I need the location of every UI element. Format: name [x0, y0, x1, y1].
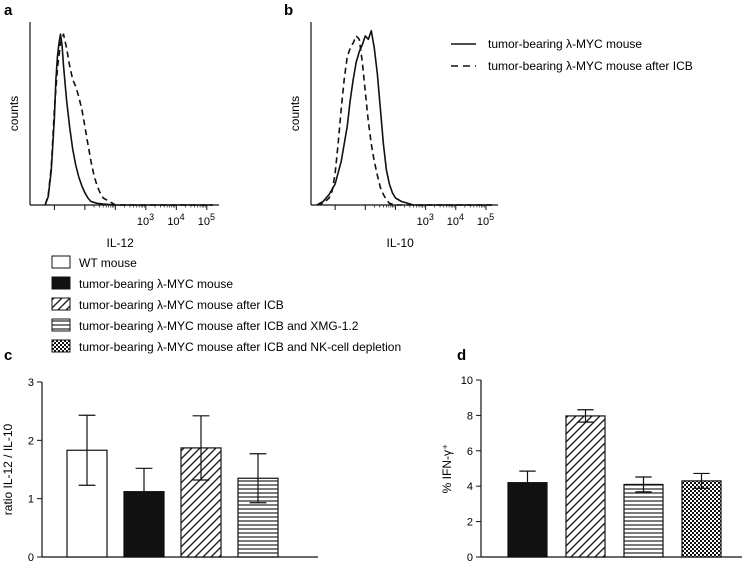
bar — [507, 482, 548, 558]
y-tick-label: 4 — [467, 481, 473, 493]
y-tick-label: 1 — [28, 494, 34, 506]
x-tick-label: 104 — [447, 212, 464, 228]
y-tick-label: 10 — [461, 375, 473, 387]
x-axis-label: IL-12 — [107, 236, 135, 250]
legend-swatch-3 — [51, 297, 71, 311]
y-tick-label: 2 — [28, 435, 34, 447]
legend-swatch-5 — [51, 339, 71, 353]
x-tick-label: 105 — [477, 212, 494, 228]
y-axis-label: % IFN-γ⁺ — [440, 444, 454, 494]
legend-label-3: tumor-bearing λ-MYC mouse after ICB — [79, 298, 284, 312]
y-axis-label: ratio IL-12 / IL-10 — [1, 423, 15, 515]
legend-label-2: tumor-bearing λ-MYC mouse — [79, 277, 233, 291]
histogram-il10: 103 104 105 IL-10 counts — [288, 22, 498, 250]
histogram-series-after-icb — [316, 35, 492, 206]
y-tick-label: 0 — [28, 552, 34, 562]
legend-swatch-1 — [51, 255, 71, 269]
y-tick-label: 3 — [28, 377, 34, 389]
y-axis-label: counts — [288, 96, 302, 131]
panel-label-c: c — [4, 347, 12, 364]
x-tick-label: 105 — [198, 212, 215, 228]
bar — [623, 483, 664, 558]
legend-swatch-4 — [51, 318, 71, 332]
y-tick-label: 8 — [467, 410, 473, 422]
histogram-series-tumor — [44, 33, 213, 206]
y-tick-label: 6 — [467, 446, 473, 458]
x-tick-label: 103 — [137, 212, 154, 228]
histogram-il12: 103 104 105 IL-12 counts — [7, 22, 219, 250]
y-axis-label: counts — [7, 96, 21, 131]
x-tick-label: 104 — [167, 212, 184, 228]
bar-chart-ratio: 0 1 2 3 ratio IL-12 / IL-10 — [1, 377, 318, 562]
legend-label-1: WT mouse — [79, 256, 137, 270]
panel-label-a: a — [4, 2, 13, 19]
y-tick-label: 0 — [467, 552, 473, 562]
x-axis-label: IL-10 — [387, 236, 415, 250]
bar — [681, 480, 722, 558]
legend-dashed-label: tumor-bearing λ-MYC mouse after ICB — [488, 59, 693, 73]
y-tick-label: 2 — [467, 517, 473, 529]
panel-label-d: d — [457, 347, 466, 364]
legend-label-4: tumor-bearing λ-MYC mouse after ICB and … — [79, 319, 359, 333]
group-legend: WT mouse tumor-bearing λ-MYC mouse tumor-b… — [51, 255, 401, 354]
bar — [565, 415, 606, 558]
bar-chart-ifn: 0 2 4 6 8 10 % IFN-γ⁺ — [440, 375, 742, 562]
x-tick-label: 103 — [417, 212, 434, 228]
histogram-series-tumor — [316, 29, 492, 206]
histogram-legend: tumor-bearing λ-MYC mouse tumor-bearing … — [451, 37, 693, 73]
histogram-series-after-icb — [44, 33, 213, 206]
legend-solid-label: tumor-bearing λ-MYC mouse — [488, 37, 642, 51]
legend-swatch-2 — [51, 276, 71, 290]
panel-label-b: b — [284, 2, 293, 19]
legend-label-5: tumor-bearing λ-MYC mouse after ICB and … — [79, 340, 401, 354]
